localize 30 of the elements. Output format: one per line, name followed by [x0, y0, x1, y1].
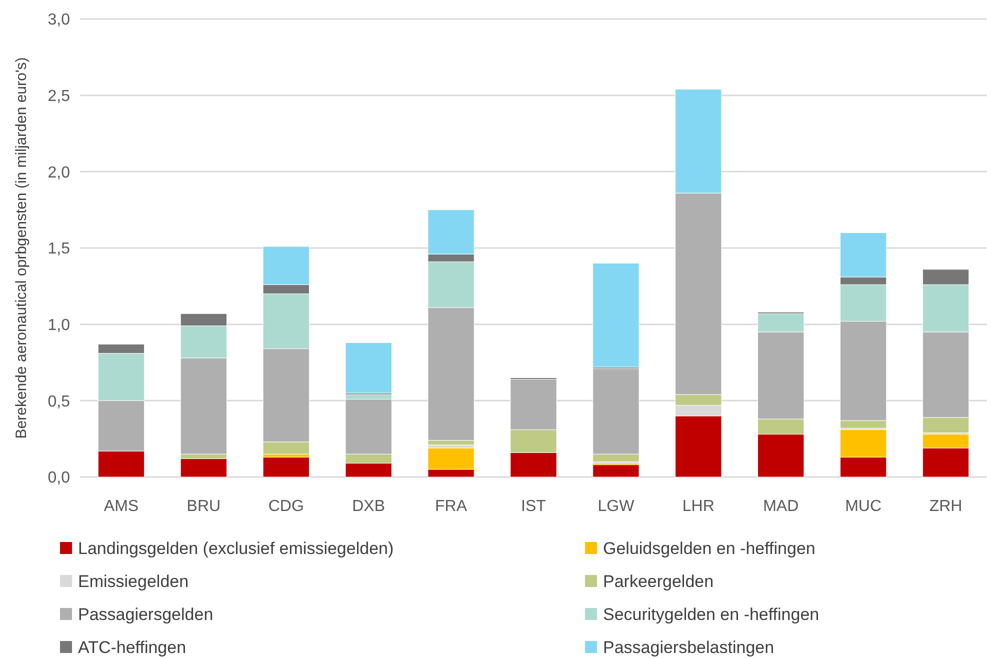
legend-label: Parkeergelden [603, 572, 714, 591]
bar [180, 458, 228, 478]
x-tick-label: LHR [682, 498, 714, 515]
legend-label: Geluidsgelden en -heffingen [603, 538, 816, 558]
y-tick-label: 3,0 [48, 12, 70, 29]
legend-label: Landingsgelden (exclusief emissiegelden) [78, 538, 394, 558]
x-tick-label: DXB [352, 498, 386, 515]
y-tick-label: 0,0 [48, 470, 70, 487]
x-tick-label: AMS [104, 498, 139, 515]
y-tick-label: 0,5 [48, 393, 70, 410]
legend-label: Passagiersgelden [78, 604, 214, 624]
x-tick-label: IST [521, 498, 546, 515]
legend-label: Securitygelden en -heffingen [603, 604, 820, 624]
y-tick-label: 1,0 [48, 316, 70, 334]
x-tick-label: BRU [186, 498, 221, 515]
x-tick-label: LGW [598, 498, 636, 515]
y-tick-label: 2,0 [48, 164, 70, 182]
x-tick-label: FRA [435, 498, 468, 515]
bar [262, 456, 310, 478]
x-tick-label: ZRH [929, 498, 962, 515]
y-axis-title: Berekende aeronautical oprbgensten (in miljarden euro's) [13, 57, 30, 439]
x-tick-label: MUC [845, 498, 882, 515]
legend-label: Emissiegelden [78, 572, 189, 591]
x-tick-label: CDG [268, 498, 304, 515]
y-tick-label: 2,5 [48, 88, 70, 105]
bar [592, 464, 640, 478]
legend-label: Passagiersbelastingen [603, 638, 774, 657]
y-tick-label: 1,5 [48, 240, 70, 258]
legend-label: ATC-heffingen [78, 638, 186, 657]
x-tick-label: MAD [763, 498, 799, 515]
